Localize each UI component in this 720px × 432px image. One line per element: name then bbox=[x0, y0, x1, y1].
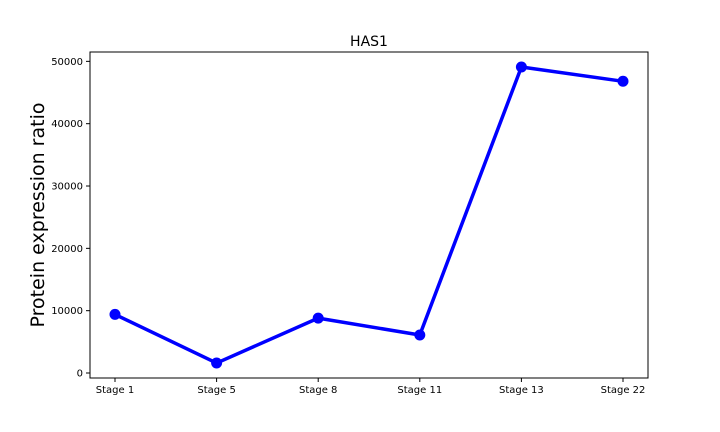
data-point bbox=[109, 308, 121, 320]
data-point bbox=[312, 312, 324, 324]
y-tick-label: 10000 bbox=[51, 306, 83, 317]
y-axis: 0 10000 20000 30000 40000 50000 bbox=[51, 57, 90, 380]
data-point bbox=[414, 329, 426, 341]
x-tick-label: Stage 22 bbox=[601, 385, 646, 396]
y-tick-label: 40000 bbox=[51, 119, 83, 130]
x-tick-label: Stage 8 bbox=[299, 385, 337, 396]
y-tick-label: 20000 bbox=[51, 244, 83, 255]
x-tick-label: Stage 1 bbox=[96, 385, 134, 396]
y-axis-label: Protein expression ratio bbox=[27, 103, 49, 328]
data-point bbox=[515, 61, 527, 73]
chart-title: HAS1 bbox=[350, 34, 388, 50]
y-tick-label: 50000 bbox=[51, 57, 83, 68]
y-tick-label: 0 bbox=[77, 369, 83, 380]
x-tick-label: Stage 5 bbox=[197, 385, 235, 396]
x-axis: Stage 1 Stage 5 Stage 8 Stage 11 Stage 13 Sta… bbox=[96, 378, 646, 396]
data-point bbox=[211, 357, 223, 369]
data-points bbox=[109, 61, 629, 369]
x-tick-label: Stage 13 bbox=[499, 385, 544, 396]
plot-frame bbox=[89, 51, 649, 379]
data-point bbox=[617, 75, 629, 87]
series-line bbox=[114, 65, 624, 365]
y-tick-label: 30000 bbox=[51, 182, 83, 193]
x-tick-label: Stage 11 bbox=[397, 385, 442, 396]
